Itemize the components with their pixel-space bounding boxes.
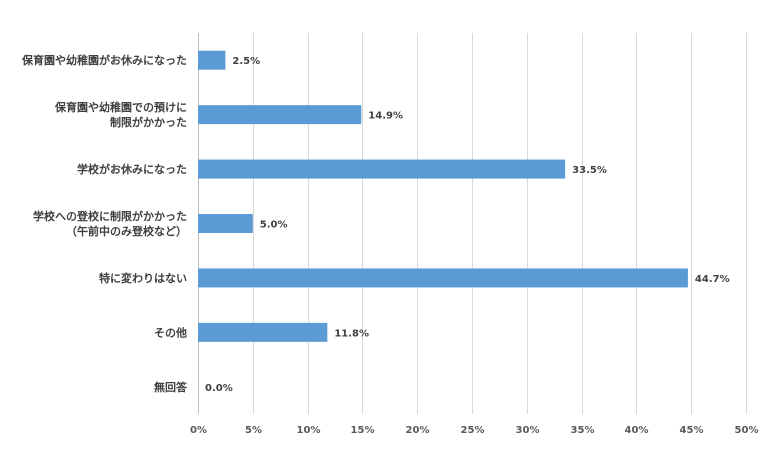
category-label: 制限がかかった <box>110 115 187 129</box>
x-tick-label: 35% <box>571 425 595 436</box>
category-label: 学校への登校に制限がかかった <box>33 209 187 223</box>
x-tick-labels: 0% 5% 10% 15% 20% 25% 30% 35% 40% 45% 50% <box>190 425 758 436</box>
value-label: 5.0% <box>260 220 288 231</box>
bar <box>198 159 566 179</box>
bar <box>198 50 226 70</box>
x-tick-label: 25% <box>461 425 485 436</box>
value-label: 0.0% <box>205 383 233 394</box>
value-label: 2.5% <box>232 56 260 67</box>
x-tick-label: 5% <box>245 425 262 436</box>
bars <box>198 50 688 342</box>
value-label: 44.7% <box>695 274 730 285</box>
x-tick-label: 0% <box>190 425 207 436</box>
x-tick-label: 30% <box>516 425 540 436</box>
x-tick-label: 10% <box>297 425 321 436</box>
bar <box>198 105 362 125</box>
category-label: その他 <box>154 325 187 339</box>
category-label: 保育園や幼稚園がお休みになった <box>21 53 187 67</box>
x-tick-label: 40% <box>625 425 649 436</box>
category-label: 無回答 <box>154 380 188 394</box>
category-labels: 保育園や幼稚園がお休みになった保育園や幼稚園での預けに制限がかかった学校がお休み… <box>21 53 188 394</box>
x-tick-label: 45% <box>680 425 704 436</box>
bar <box>198 214 253 233</box>
gridlines <box>253 33 747 414</box>
category-label: 学校がお休みになった <box>77 162 187 176</box>
bar <box>198 322 328 342</box>
value-label: 33.5% <box>572 165 607 176</box>
value-label: 11.8% <box>334 328 369 339</box>
x-tick-label: 20% <box>406 425 430 436</box>
x-tick-label: 50% <box>735 425 759 436</box>
x-tick-label: 15% <box>351 425 375 436</box>
value-label: 14.9% <box>368 111 403 122</box>
value-labels: 2.5% 14.9% 33.5% 5.0% 44.7% 11.8% 0.0% <box>205 56 730 394</box>
category-label: （午前中のみ登校など） <box>66 224 187 238</box>
category-label: 特に変わりはない <box>99 271 187 285</box>
bar <box>198 268 688 288</box>
category-label: 保育園や幼稚園での預けに <box>54 100 187 114</box>
